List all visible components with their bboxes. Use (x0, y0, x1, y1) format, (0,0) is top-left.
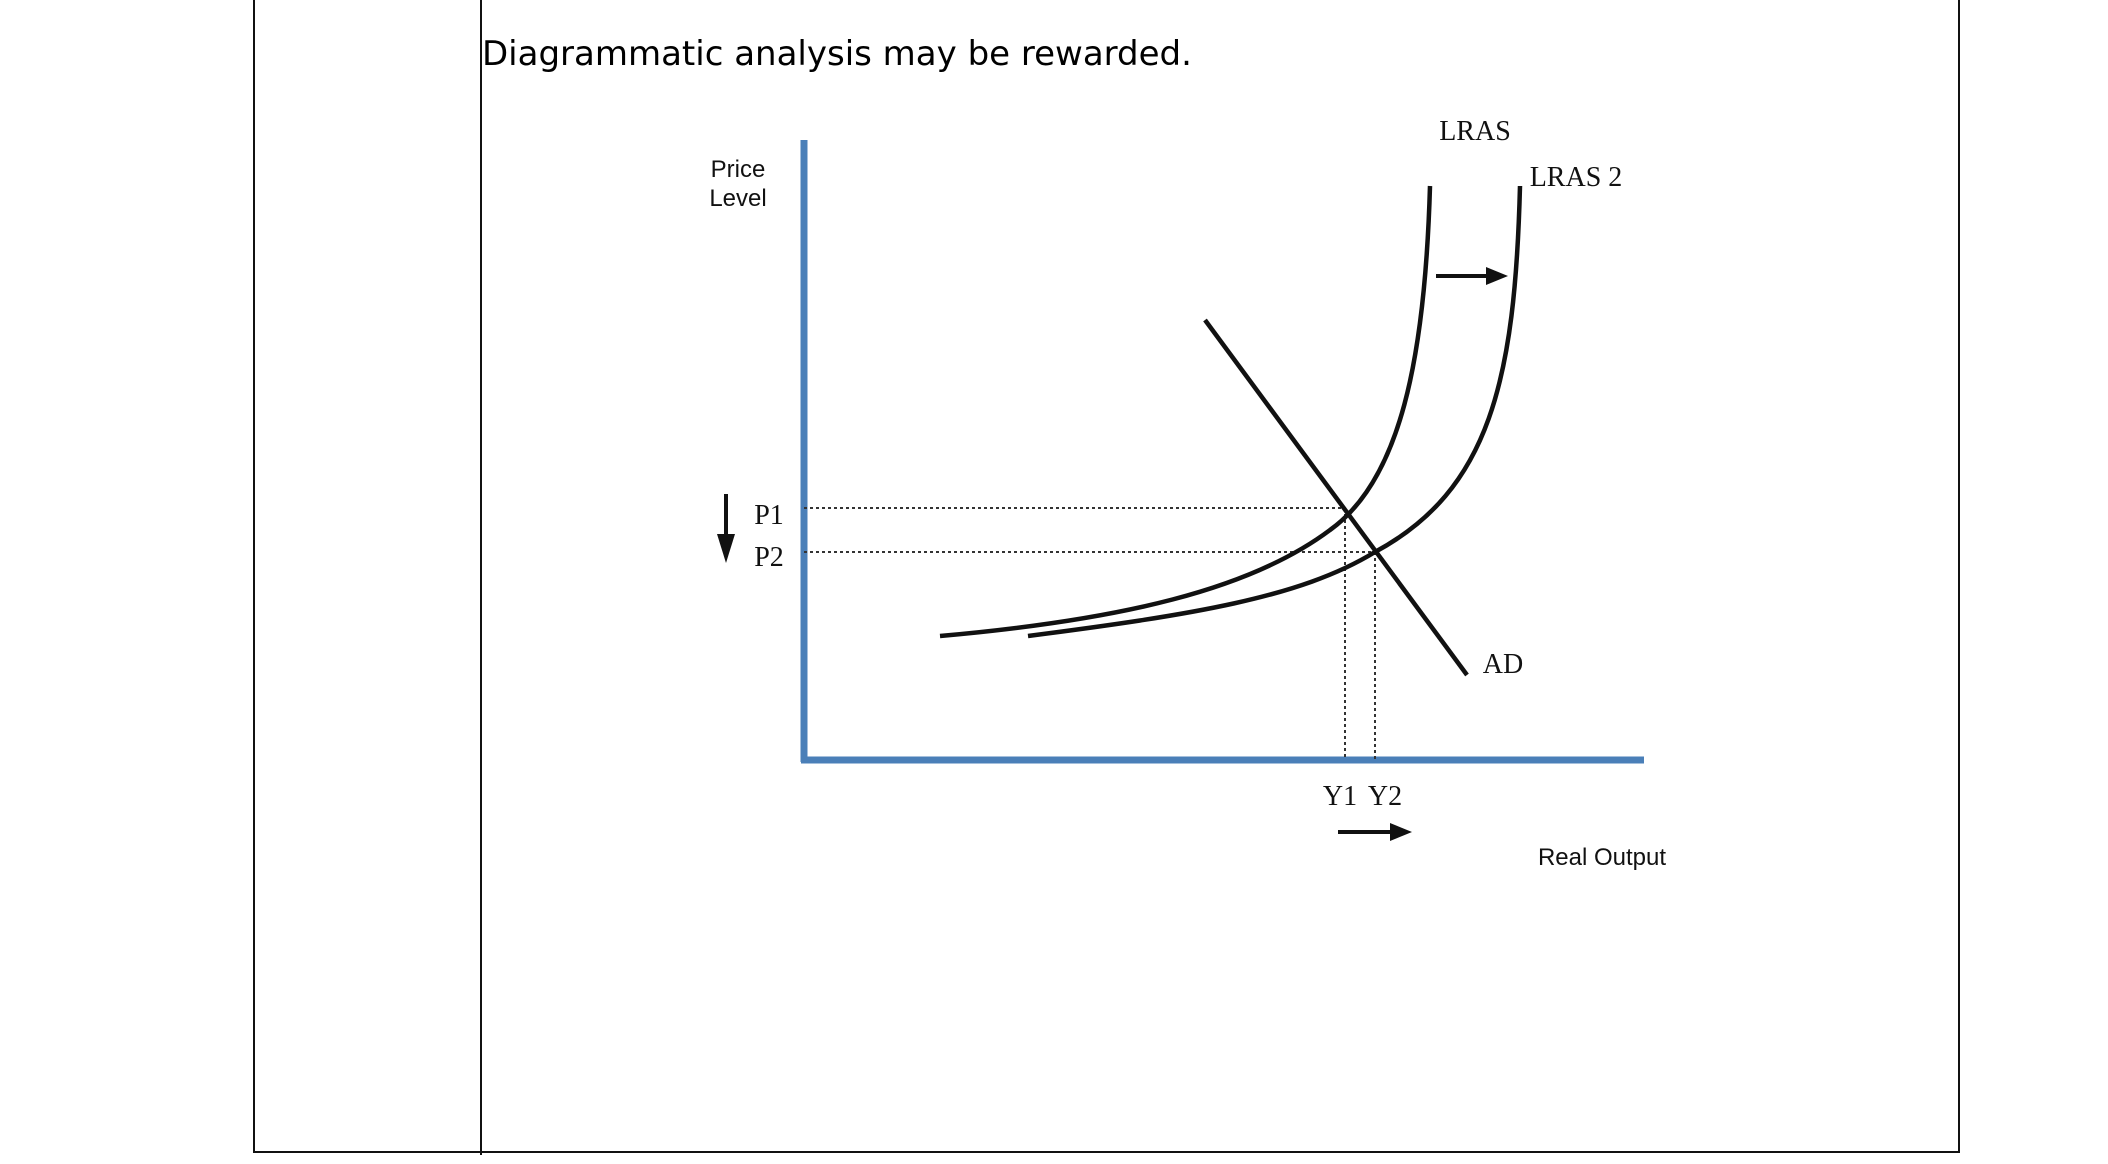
y-axis-label-line1: Price (711, 156, 766, 183)
y1-label: Y1 (1323, 781, 1357, 812)
price-fall-arrow-icon (717, 534, 735, 563)
lras-curve (939, 185, 1433, 639)
lras-shift-arrow-icon (1486, 267, 1508, 285)
column-divider (480, 0, 482, 1155)
x-axis-label: Real Output (1538, 844, 1666, 871)
output-increase-arrow-icon (1390, 823, 1412, 841)
p1-label: P1 (754, 500, 784, 531)
ad-curve (1203, 318, 1469, 677)
ad-label: AD (1483, 649, 1523, 680)
p2-label: P2 (754, 542, 784, 573)
y-axis-label-line2: Level (709, 185, 766, 212)
answer-table (253, 0, 1960, 1153)
lras-label: LRAS (1439, 116, 1511, 147)
lras2-label: LRAS 2 (1530, 162, 1623, 193)
instruction-text: Diagrammatic analysis may be rewarded. (482, 34, 1192, 74)
y2-label: Y2 (1368, 781, 1402, 812)
